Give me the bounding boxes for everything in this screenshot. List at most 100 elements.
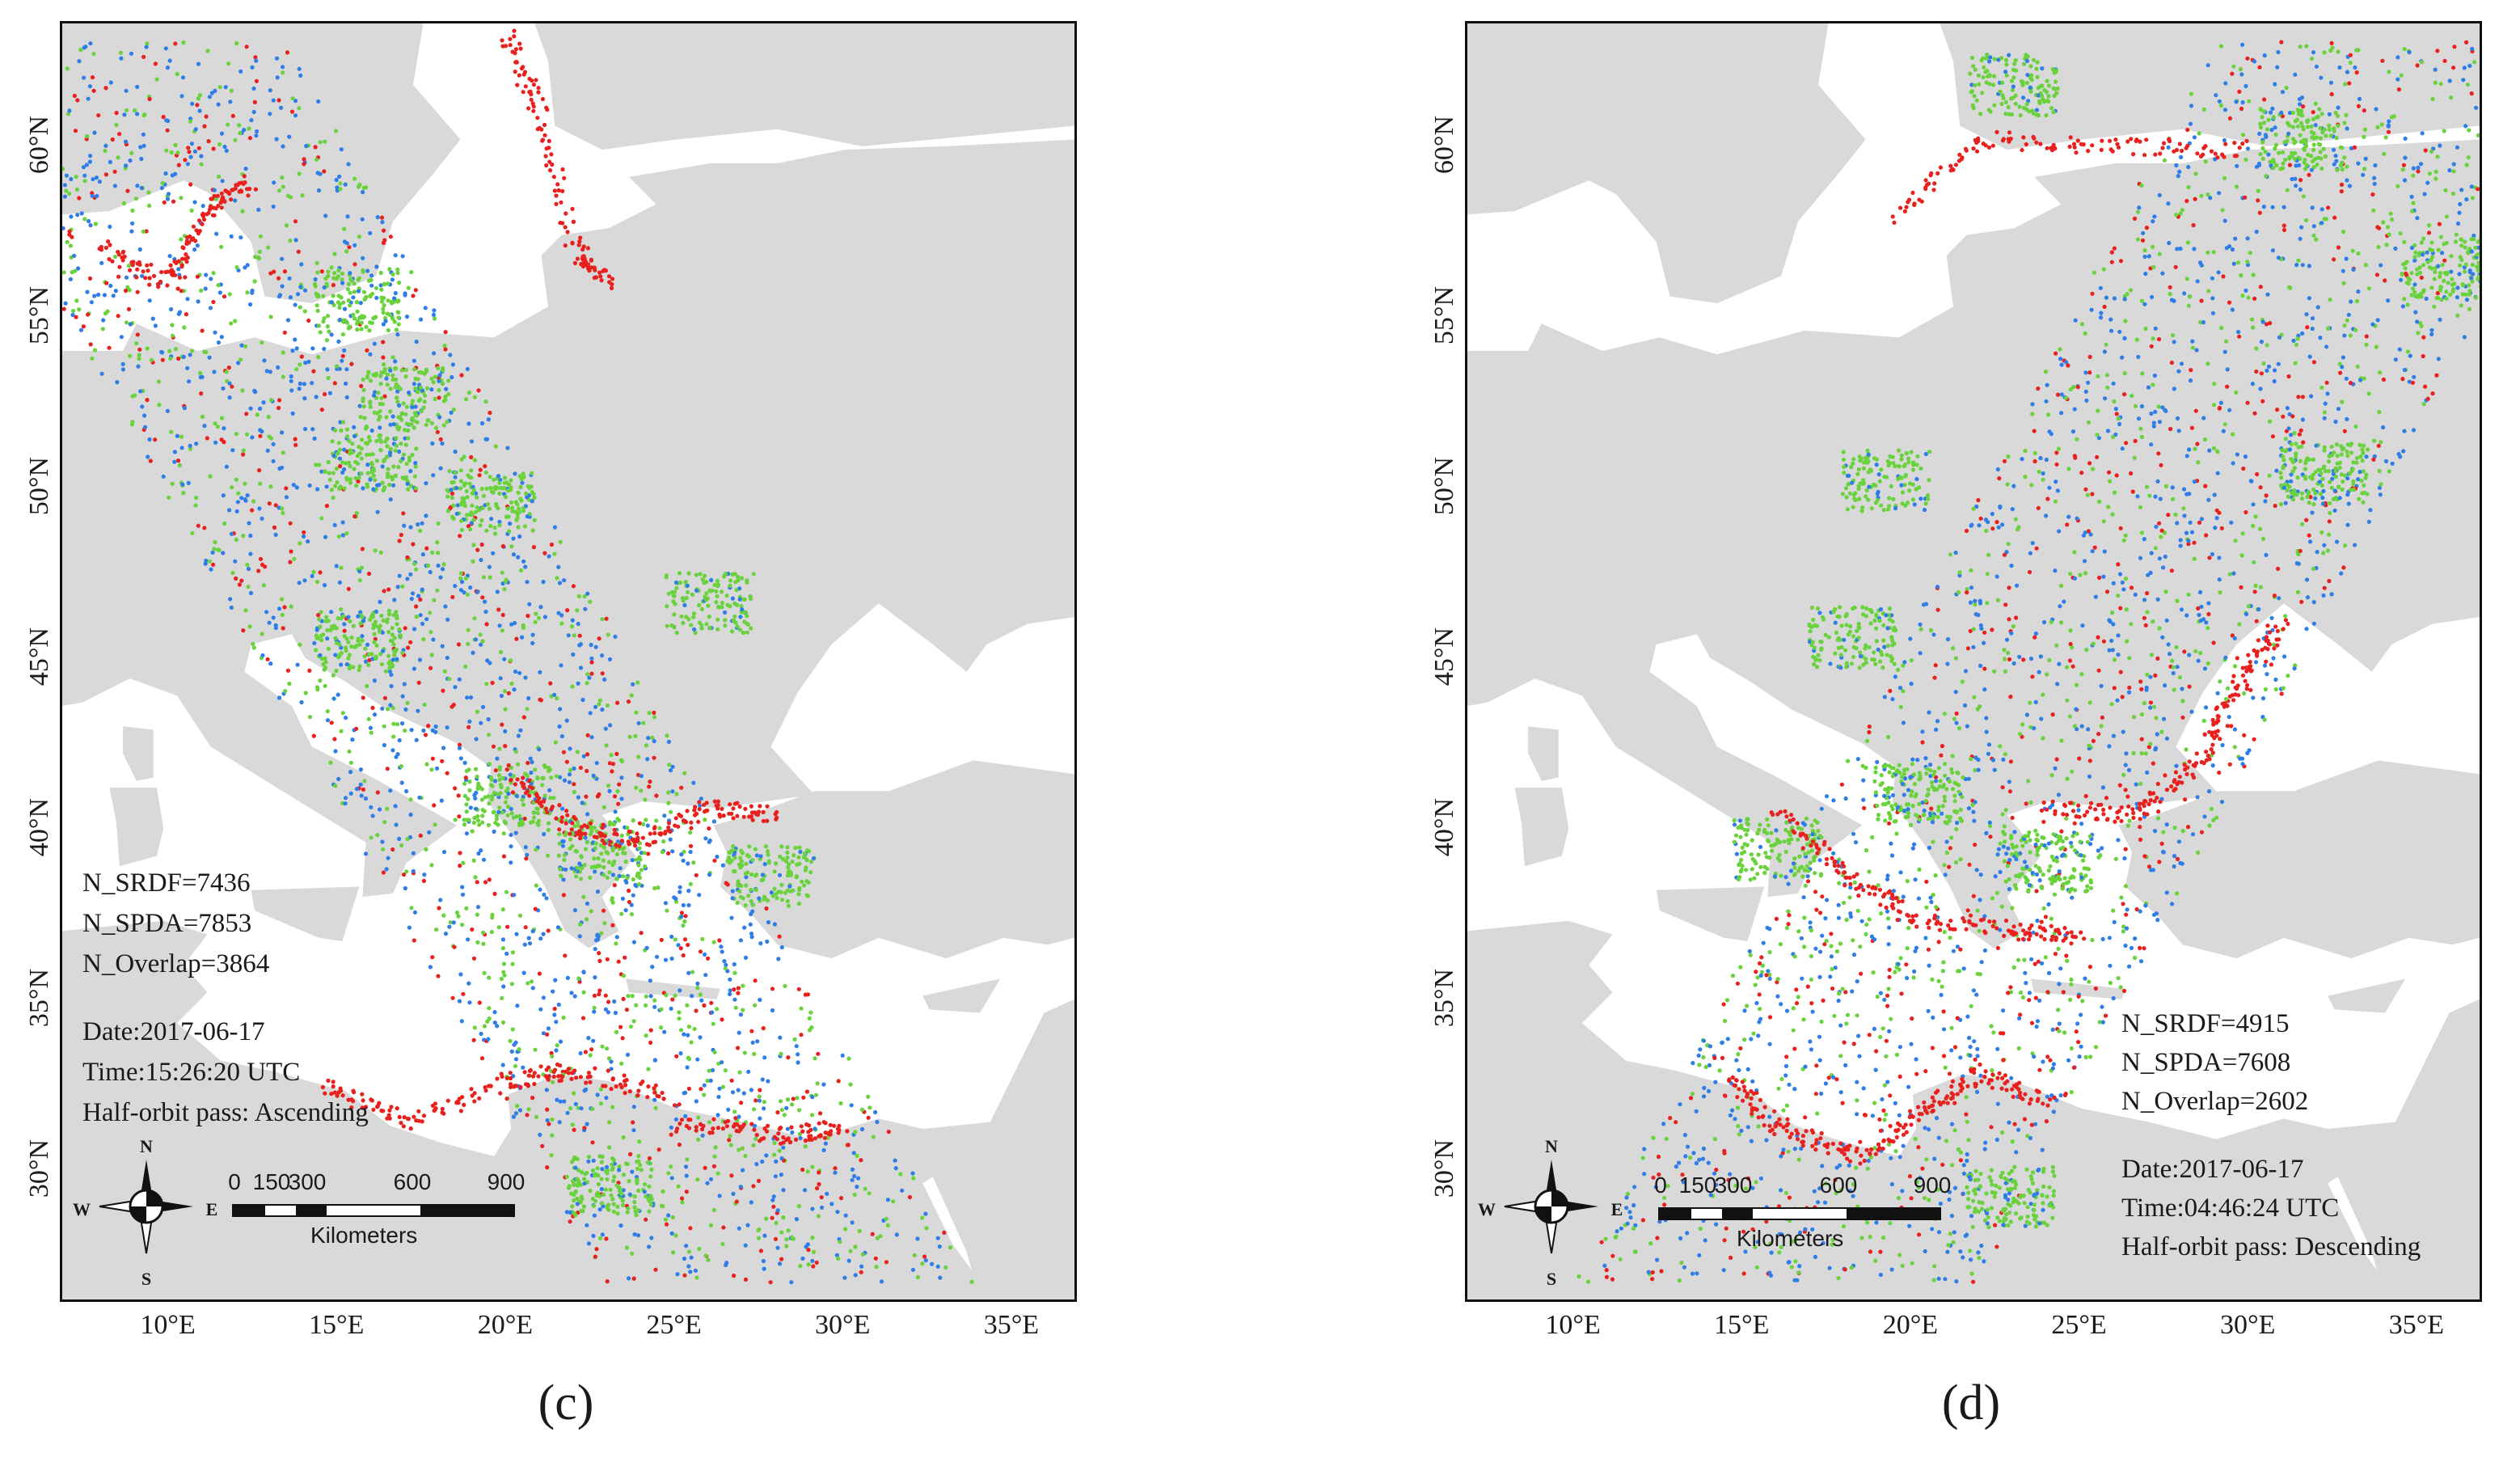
observation-point	[601, 858, 606, 863]
observation-point	[514, 932, 519, 936]
observation-point	[486, 794, 491, 799]
observation-point	[229, 197, 234, 202]
observation-point	[923, 1258, 928, 1263]
observation-point	[600, 1167, 605, 1172]
observation-point	[740, 1124, 745, 1130]
observation-point	[147, 282, 152, 287]
observation-point	[352, 176, 357, 181]
observation-point	[624, 1077, 629, 1083]
observation-point	[271, 442, 276, 446]
observation-point	[167, 495, 171, 500]
observation-point	[257, 249, 262, 254]
observation-point	[696, 1115, 701, 1120]
observation-point	[173, 142, 178, 148]
observation-point	[777, 1126, 782, 1131]
observation-point	[134, 341, 139, 346]
observation-point	[1855, 1013, 1859, 1018]
observation-point	[281, 350, 285, 355]
observation-point	[387, 669, 392, 674]
observation-point	[475, 774, 479, 780]
observation-point	[182, 325, 187, 330]
observation-point	[215, 425, 220, 429]
observation-point	[434, 766, 440, 771]
observation-point	[237, 189, 242, 194]
observation-point	[554, 816, 559, 821]
observation-point	[311, 369, 316, 374]
observation-point	[325, 718, 331, 723]
observation-point	[385, 806, 390, 811]
observation-point	[401, 1124, 406, 1129]
observation-point	[733, 1005, 738, 1010]
observation-point	[533, 906, 538, 911]
observation-point	[333, 653, 338, 657]
observation-point	[315, 636, 320, 640]
observation-point	[361, 315, 365, 320]
observation-point	[564, 1210, 569, 1215]
observation-point	[316, 355, 321, 360]
observation-point	[355, 309, 360, 314]
observation-point	[116, 155, 120, 160]
observation-point	[70, 270, 74, 275]
observation-point	[2104, 796, 2109, 801]
observation-point	[542, 133, 547, 137]
observation-point	[704, 622, 709, 627]
observation-point	[737, 1226, 741, 1231]
observation-point	[597, 988, 602, 993]
observation-point	[304, 144, 309, 149]
observation-point	[389, 1105, 394, 1109]
observation-point	[692, 1026, 697, 1031]
observation-point	[373, 390, 378, 395]
observation-point	[2041, 906, 2046, 911]
observation-point	[694, 873, 699, 877]
observation-point	[369, 652, 374, 657]
observation-point	[591, 1158, 596, 1163]
observation-point	[649, 1236, 654, 1240]
observation-point	[406, 1117, 412, 1122]
observation-point	[459, 580, 465, 585]
observation-point	[323, 666, 328, 670]
observation-point	[233, 137, 238, 142]
observation-point	[398, 415, 403, 420]
observation-point	[611, 1178, 616, 1183]
observation-point	[516, 555, 521, 560]
observation-point	[2210, 551, 2214, 557]
observation-point	[563, 243, 568, 248]
observation-point	[323, 1091, 327, 1096]
observation-point	[785, 850, 790, 855]
observation-point	[479, 848, 483, 853]
observation-point	[184, 260, 189, 264]
observation-point	[243, 608, 248, 613]
observation-point	[397, 539, 402, 543]
observation-point	[323, 535, 328, 539]
observation-point	[509, 681, 514, 687]
observation-point	[686, 617, 691, 622]
observation-point	[400, 584, 405, 589]
observation-point	[589, 909, 593, 914]
observation-point	[463, 775, 468, 780]
observation-point	[506, 791, 511, 796]
observation-point	[94, 175, 99, 180]
observation-point	[246, 585, 251, 589]
observation-point	[581, 1177, 587, 1181]
observation-point	[429, 420, 434, 425]
observation-point	[597, 270, 602, 275]
observation-point	[666, 739, 672, 745]
observation-point	[89, 300, 94, 305]
observation-point	[385, 436, 390, 441]
observation-point	[715, 578, 720, 584]
observation-point	[665, 623, 669, 628]
observation-point	[924, 1226, 929, 1231]
observation-point	[124, 88, 129, 93]
observation-point	[677, 580, 683, 585]
observation-point	[732, 970, 737, 975]
observation-point	[467, 481, 472, 486]
observation-point	[694, 1008, 699, 1013]
observation-point	[1966, 1197, 1971, 1202]
observation-point	[556, 188, 561, 192]
observation-point	[742, 925, 747, 930]
observation-point	[388, 387, 393, 391]
observation-point	[82, 217, 87, 222]
observation-point	[2156, 809, 2161, 814]
observation-point	[65, 239, 70, 244]
observation-point	[403, 707, 408, 712]
